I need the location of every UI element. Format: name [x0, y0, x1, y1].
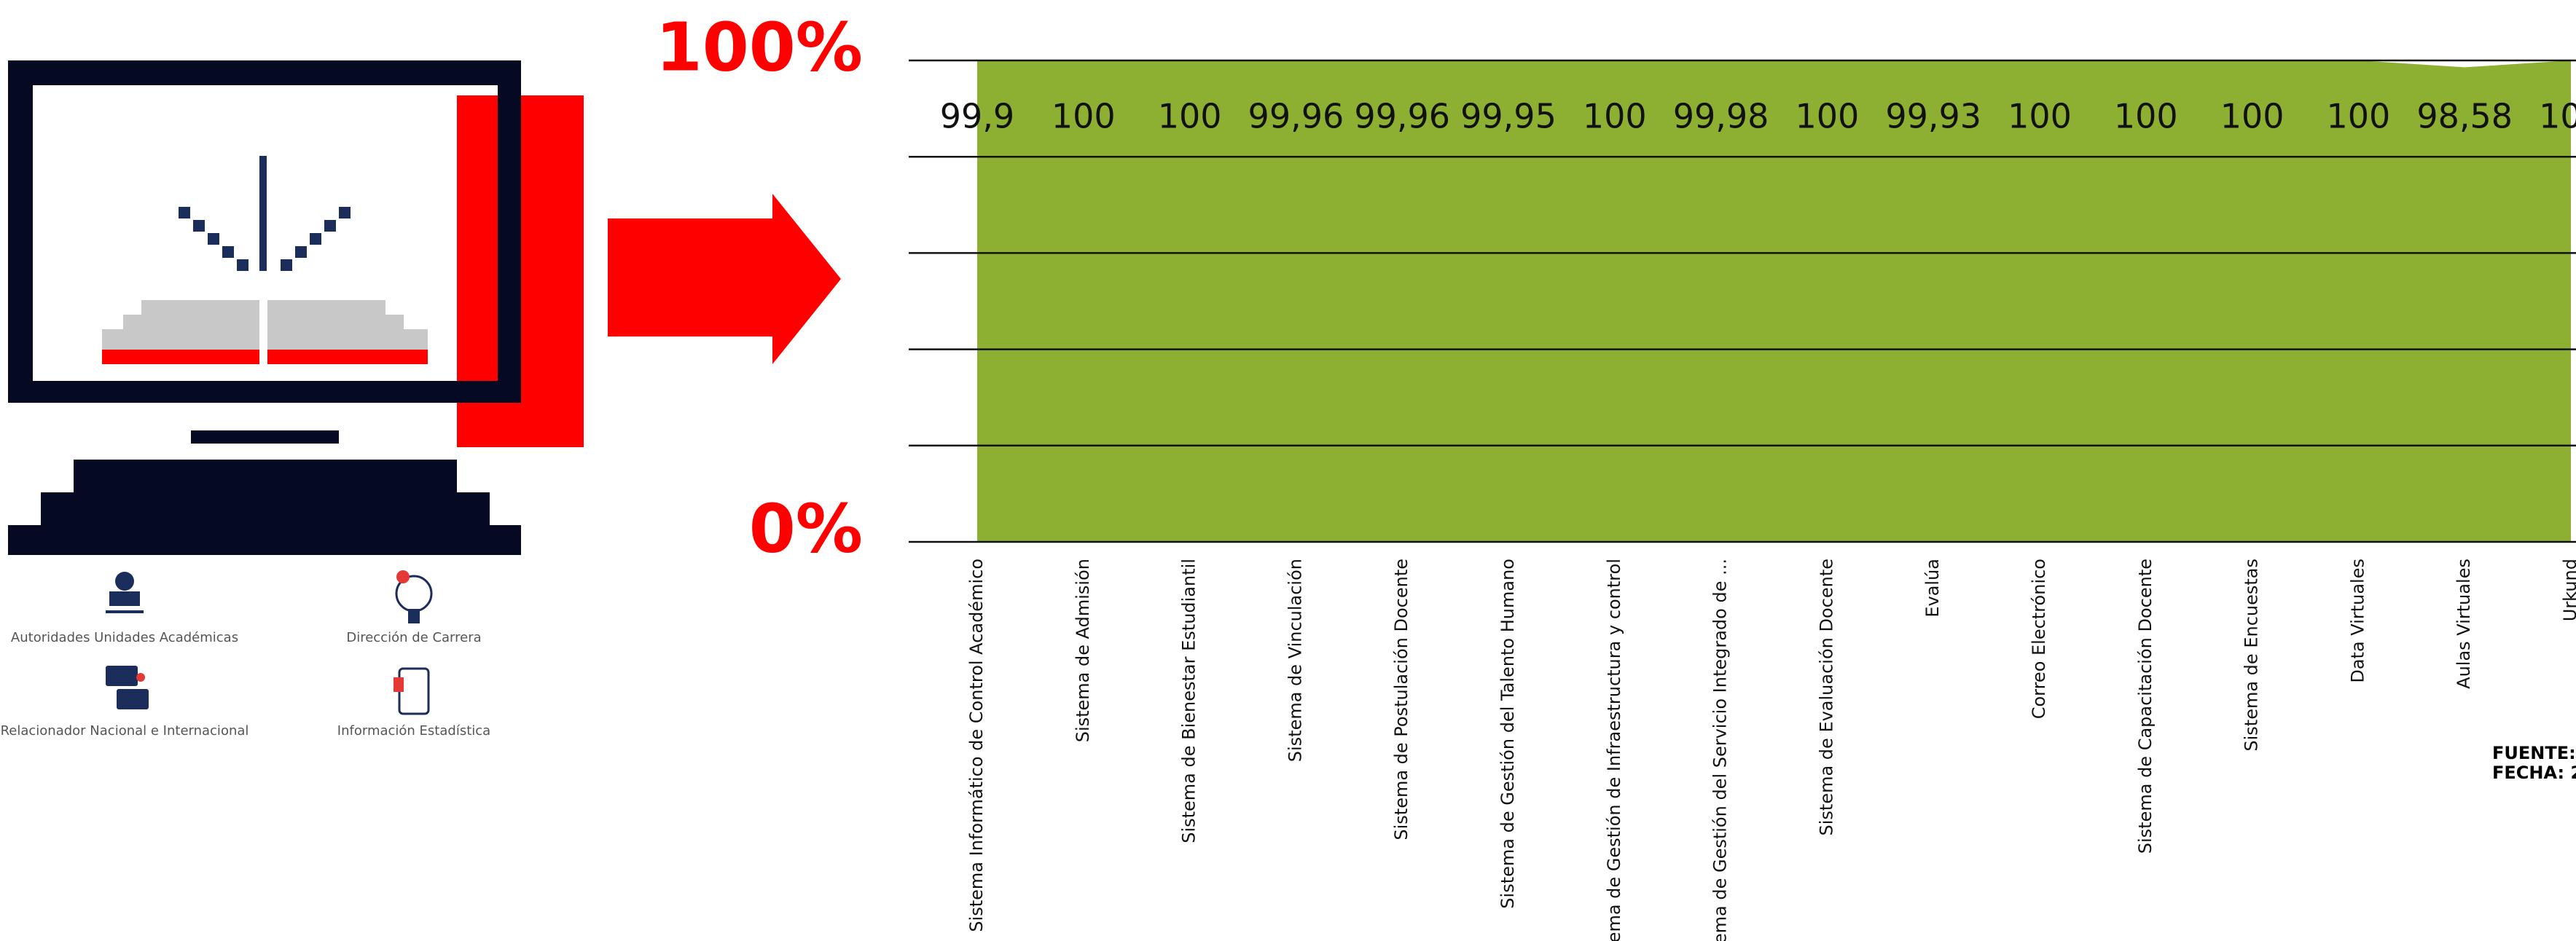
x-tick-label: Sistema de Bienestar Estudiantil: [1179, 559, 1199, 843]
value-label: 99,9: [940, 97, 1014, 136]
value-label: 100: [2008, 97, 2072, 136]
x-tick-label: Evalúa: [1922, 559, 1943, 618]
x-tick-label: Sistema de Postulación Docente: [1391, 559, 1412, 840]
arrow: [608, 194, 841, 364]
x-tick-label: Sistema de Gestión del Talento Humano: [1498, 559, 1518, 909]
x-tick-label: Sistema de Gestión de Infraestructura y …: [1604, 559, 1624, 941]
footer-date: FECHA: 2: [2492, 763, 2576, 783]
x-tick-label: Sistema de Admisión: [1073, 559, 1093, 742]
x-tick-label: Aulas Virtuales: [2454, 559, 2474, 689]
value-label: 100: [2114, 97, 2178, 136]
x-tick-label: Sistema de Vinculación: [1285, 559, 1305, 762]
side-icons: [106, 570, 433, 715]
sidebar-item: Autoridades Unidades Académicas: [11, 630, 238, 645]
value-label: 100: [1583, 97, 1647, 136]
sidebar-item: Información Estadística: [337, 723, 490, 739]
value-label: 100: [2539, 97, 2576, 136]
value-label: 100: [1052, 97, 1116, 136]
value-label: 99,95: [1460, 97, 1557, 136]
x-tick-label: Sistema de Gestión del Servicio Integrad…: [1710, 559, 1731, 941]
value-label: 99,96: [1354, 97, 1450, 136]
value-label: 100: [2220, 97, 2285, 136]
area: [977, 60, 2571, 542]
value-label: 100: [2326, 97, 2390, 136]
sidebar-item: Dirección de Carrera: [346, 630, 481, 645]
value-label: 98,58: [2416, 97, 2513, 136]
value-label: 99,98: [1673, 97, 1769, 136]
x-tick-label: Sistema Informático de Control Académico: [966, 559, 987, 932]
value-label: 99,96: [1248, 97, 1344, 136]
x-tick-label: Urkund: [2560, 559, 2576, 621]
value-label: 99,93: [1885, 97, 1981, 136]
monitor-illustration: [0, 60, 584, 555]
footer-source: FUENTE:: [2492, 743, 2576, 763]
x-tick-label: Data Virtuales: [2347, 559, 2368, 683]
y-tick-label: 100%: [656, 8, 863, 86]
plot: 0% 100% 99,9 Sistema Informático de Control…: [656, 8, 2576, 941]
x-tick-label: Sistema de Capacitación Docente: [2135, 559, 2156, 854]
value-label: 100: [1795, 97, 1859, 136]
sidebar-item: Relacionador Nacional e Internacional: [1, 723, 249, 739]
y-tick-label: 0%: [749, 489, 863, 567]
x-tick-label: Correo Electrónico: [2029, 559, 2049, 719]
x-tick-label: Sistema de Evaluación Docente: [1816, 559, 1836, 835]
x-tick-label: Sistema de Encuestas: [2242, 559, 2262, 752]
value-label: 100: [1158, 97, 1222, 136]
